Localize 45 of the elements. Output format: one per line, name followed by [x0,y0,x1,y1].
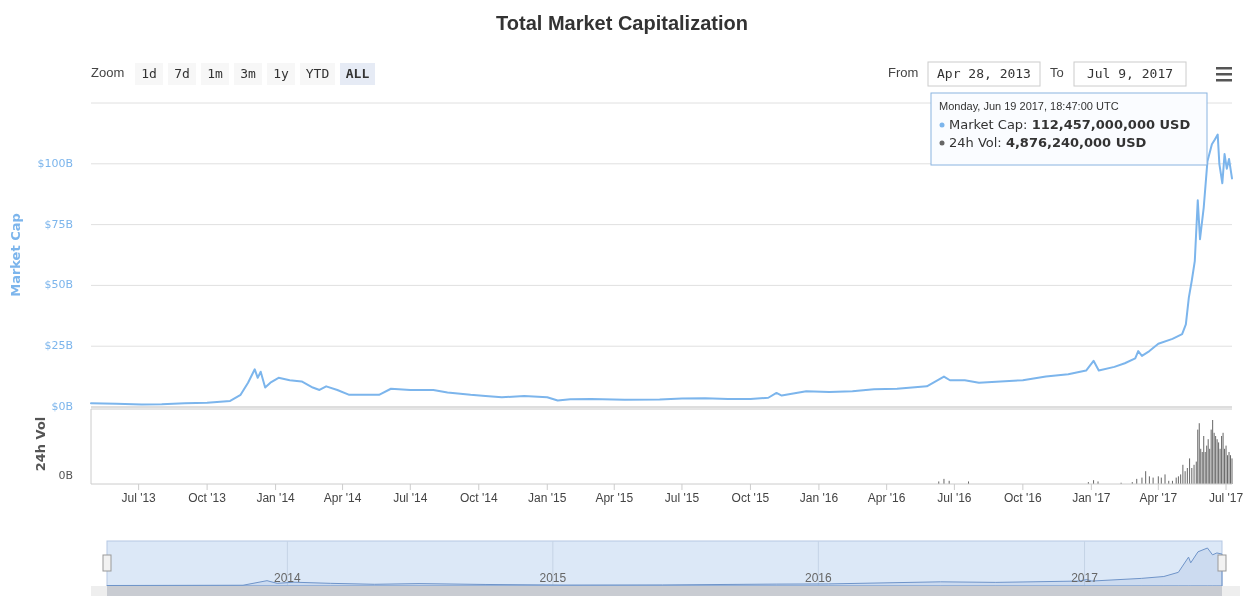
text: 1y [273,65,289,81]
text: Apr 28, 2013 [937,65,1031,81]
x-tick-label: Jul '14 [393,491,428,505]
text: To [1050,65,1064,81]
annotation: 24h Vol: 4,876,240,000 USD [949,135,1147,150]
text: 3m [240,65,256,81]
x-tick-label: 2016 [804,571,832,585]
x-tick-label: Apr '17 [1139,491,1178,505]
x-tick-label: Apr '15 [595,491,634,505]
x-tick-label: Jan '17 [1072,491,1111,505]
y-tick-label: $50B [44,278,73,292]
text: 1d [141,65,157,81]
x-tick-label: Oct '15 [731,491,770,505]
annotation: Monday, Jun 19 2017, 18:47:00 UTC [939,100,1119,112]
chart-title: Total Market Capitalization [496,12,748,34]
x-tick-label: Jul '16 [937,491,972,505]
text: ALL [345,65,370,81]
x-tick-label: Oct '14 [459,491,498,505]
x-tick-label: 2017 [1071,571,1099,585]
text: 1m [207,65,223,81]
text: Jul 9, 2017 [1086,65,1174,81]
annotation: Market Cap: 112,457,000,000 USD [949,117,1191,132]
text: Zoom [91,65,125,81]
x-tick-label: Jul '17 [1208,491,1244,505]
x-tick-label: Jul '13 [121,491,157,505]
x-tick-label: 2015 [539,571,567,585]
text: From [888,65,919,81]
x-tick-label: Jul '15 [664,491,700,505]
y-tick-label: $100B [37,156,73,170]
x-tick-label: 2014 [274,571,302,585]
x-tick-label: Oct '16 [1004,491,1042,505]
text: YTD [305,65,330,81]
x-tick-label: Jan '16 [799,491,839,505]
y-tick-label: $25B [44,339,73,353]
y-tick-label: $0B [51,400,73,413]
y-axis-title: 24h Vol [33,416,48,472]
x-tick-label: Oct '13 [188,491,227,505]
text: 7d [174,65,190,81]
y-axis-title: Market Cap [8,213,23,297]
x-tick-label: Jan '14 [256,491,296,505]
x-tick-label: Apr '16 [867,491,906,505]
x-tick-label: Apr '14 [323,491,362,505]
y-tick-label: $75B [44,217,73,231]
text: 0B [58,469,73,482]
x-tick-label: Jan '15 [528,491,567,505]
